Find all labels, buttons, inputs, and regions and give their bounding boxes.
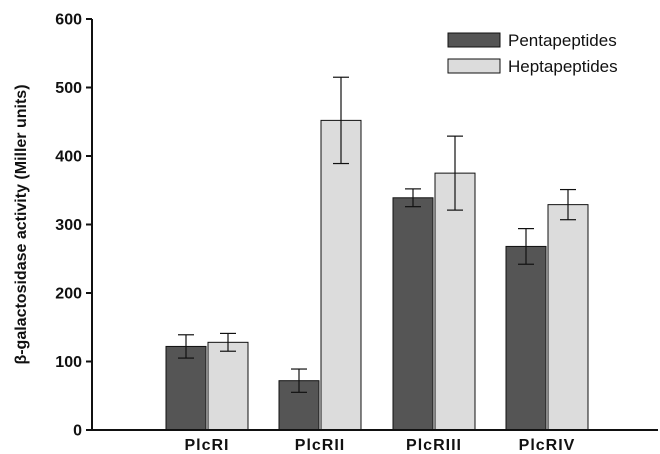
y-tick-label: 600 [55,12,82,29]
bar-pentapeptides-plcriv [505,245,547,431]
legend-swatch-pentapeptides [447,32,501,48]
y-tick-label: 400 [55,149,82,166]
x-category-label: PlcRIII [406,437,462,454]
x-category-label: PlcRII [295,437,345,454]
bars-group [165,119,589,431]
y-tick-label: 0 [73,423,82,440]
bar-pentapeptides-plcri [165,345,207,431]
legend-label-pentapeptides: Pentapeptides [508,31,617,50]
error-bars-group [178,76,576,393]
y-tick-label: 100 [55,354,82,371]
bar-heptapeptides-plcriii [434,172,476,431]
bar-heptapeptides-plcriv [547,204,589,431]
y-axis-title: β-galactosidase activity (Miller units) [13,84,30,364]
legend-label-heptapeptides: Heptapeptides [508,57,618,76]
bar-pentapeptides-plcriii [392,197,434,431]
x-category-labels: PlcRI PlcRII PlcRIII PlcRIV [184,437,576,454]
bar-heptapeptides-plcri [207,341,249,431]
y-ticks-group: 0 100 200 300 400 500 600 [55,12,92,440]
x-category-label: PlcRI [184,437,229,454]
legend-swatch-heptapeptides [447,58,501,74]
y-tick-label: 200 [55,286,82,303]
legend: Pentapeptides Heptapeptides [447,31,618,76]
bar-heptapeptides-plcrii [320,119,362,431]
x-category-label: PlcRIV [519,437,576,454]
y-tick-label: 500 [55,80,82,97]
y-tick-label: 300 [55,217,82,234]
